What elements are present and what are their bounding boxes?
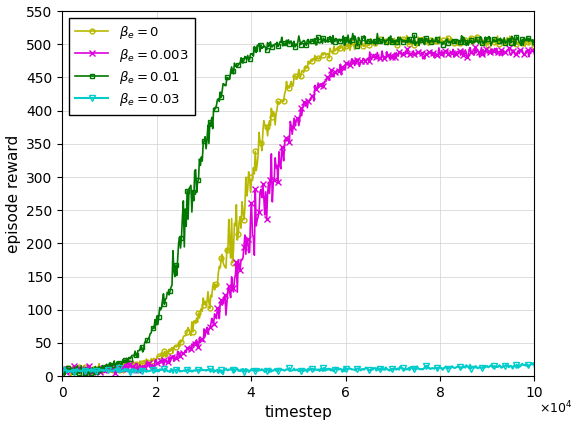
$\beta_{e}=0.003$ [531, 52, 538, 57]
$\beta_{e}=0$ [403, 33, 410, 38]
$\beta_{e}=0$ [287, 81, 294, 86]
$\beta_{e}=0$ [59, 367, 66, 372]
Line: $\beta_{e}=0.03$: $\beta_{e}=0.03$ [60, 360, 538, 377]
$\beta_{e}=0.01$ [531, 37, 538, 43]
$\beta_{e}=0.01$ [315, 40, 322, 45]
$\beta_{e}=0.003$ [447, 50, 454, 55]
$\beta_{e}=0.003$ [59, 367, 66, 372]
$\beta_{e}=0.01$ [448, 40, 455, 45]
$\beta_{e}=0.01$ [284, 40, 291, 45]
$\beta_{e}=0.03$ [315, 367, 322, 372]
$\beta_{e}=0.03$ [521, 363, 528, 368]
$\beta_{e}=0.003$ [472, 45, 479, 50]
$\beta_{e}=0.03$ [220, 371, 227, 377]
$\beta_{e}=0$ [284, 86, 291, 91]
$\beta_{e}=0.003$ [112, 371, 118, 376]
$\beta_{e}=0.01$ [59, 372, 66, 377]
$\beta_{e}=0.01$ [521, 37, 528, 42]
$\beta_{e}=0.03$ [341, 368, 348, 374]
$\beta_{e}=0$ [448, 35, 455, 40]
Line: $\beta_{e}=0$: $\beta_{e}=0$ [60, 33, 537, 378]
$\beta_{e}=0.03$ [59, 368, 66, 373]
$\beta_{e}=0.003$ [521, 52, 528, 57]
$\beta_{e}=0.01$ [374, 31, 381, 36]
$\beta_{e}=0.03$ [447, 365, 454, 370]
$\beta_{e}=0.03$ [530, 360, 537, 366]
X-axis label: timestep: timestep [264, 406, 332, 420]
$\beta_{e}=0.03$ [531, 363, 538, 368]
$\beta_{e}=0.003$ [284, 135, 291, 140]
$\beta_{e}=0$ [341, 49, 348, 54]
$\beta_{e}=0$ [531, 41, 538, 46]
$\beta_{e}=0$ [521, 44, 528, 49]
$\beta_{e}=0.01$ [62, 372, 69, 377]
$\beta_{e}=0.01$ [341, 43, 348, 48]
$\beta_{e}=0.03$ [287, 368, 294, 373]
$\beta_{e}=0.003$ [287, 119, 294, 124]
Line: $\beta_{e}=0.01$: $\beta_{e}=0.01$ [60, 31, 537, 377]
Legend: $\beta_{e}=0$, $\beta_{e}=0.003$, $\beta_{e}=0.01$, $\beta_{e}=0.03$: $\beta_{e}=0$, $\beta_{e}=0.003$, $\beta… [69, 17, 195, 115]
Text: $\times10^4$: $\times10^4$ [539, 400, 573, 417]
$\beta_{e}=0$ [67, 373, 74, 378]
$\beta_{e}=0.01$ [287, 39, 294, 44]
$\beta_{e}=0.03$ [284, 367, 291, 372]
$\beta_{e}=0.003$ [315, 84, 322, 89]
Line: $\beta_{e}=0.003$: $\beta_{e}=0.003$ [59, 44, 538, 377]
$\beta_{e}=0.003$ [341, 65, 348, 70]
Y-axis label: episode reward: episode reward [6, 135, 21, 253]
$\beta_{e}=0$ [315, 57, 322, 62]
